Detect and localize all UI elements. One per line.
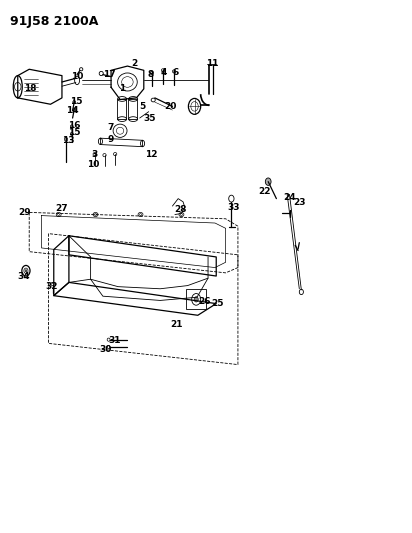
Text: 32: 32	[46, 282, 58, 291]
Text: 12: 12	[145, 150, 158, 159]
Text: 28: 28	[174, 205, 187, 214]
Ellipse shape	[25, 270, 27, 272]
Text: 14: 14	[66, 106, 79, 115]
Text: 5: 5	[140, 102, 146, 111]
Text: 29: 29	[19, 208, 31, 217]
Text: 10: 10	[87, 160, 100, 169]
Text: 20: 20	[164, 102, 177, 111]
Bar	[117, 99, 126, 119]
Text: 18: 18	[24, 84, 36, 93]
Text: 17: 17	[103, 70, 115, 79]
Text: 15: 15	[68, 128, 80, 138]
Text: 23: 23	[293, 198, 305, 207]
Text: 26: 26	[199, 297, 211, 306]
Bar	[128, 99, 137, 119]
Text: 13: 13	[62, 136, 75, 145]
Text: 27: 27	[55, 204, 68, 213]
Text: 15: 15	[70, 96, 83, 106]
Text: 3: 3	[91, 150, 98, 159]
Text: 4: 4	[160, 68, 166, 77]
Text: 11: 11	[206, 60, 218, 68]
Text: 30: 30	[100, 345, 112, 354]
Circle shape	[194, 297, 198, 302]
Text: 8: 8	[148, 70, 154, 79]
Text: 25: 25	[211, 299, 223, 308]
Text: 2: 2	[131, 60, 138, 68]
Text: 31: 31	[109, 336, 121, 345]
Text: 16: 16	[68, 122, 80, 131]
Text: 33: 33	[227, 203, 240, 212]
Text: 21: 21	[170, 320, 183, 329]
Text: 7: 7	[108, 123, 114, 132]
Text: 91J58 2100A: 91J58 2100A	[9, 14, 98, 28]
Text: 1: 1	[119, 84, 126, 93]
Text: 24: 24	[283, 193, 295, 202]
Text: 10: 10	[71, 72, 83, 81]
Text: 6: 6	[173, 68, 179, 77]
Ellipse shape	[265, 178, 271, 185]
Text: 9: 9	[108, 135, 114, 144]
Text: 34: 34	[18, 271, 30, 280]
Bar	[186, 289, 206, 309]
Text: 35: 35	[144, 114, 156, 123]
Text: 22: 22	[258, 187, 271, 196]
